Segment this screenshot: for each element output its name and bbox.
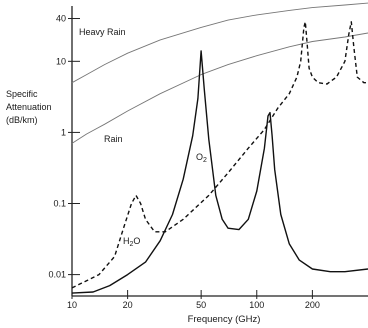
series-h2o xyxy=(71,21,368,289)
series-o2 xyxy=(71,50,368,294)
y-axis-label-line-2: Attenuation xyxy=(6,102,52,112)
series-rain xyxy=(71,32,368,144)
x-tick-label-50: 50 xyxy=(196,300,206,310)
axes-layer: 0.01 0.1 1 10 40 10 20 50 100 200 xyxy=(48,6,368,310)
x-tick-label-200: 200 xyxy=(305,300,320,310)
annotation-heavy-rain: Heavy Rain xyxy=(79,27,126,37)
y-tick-label-0.01: 0.01 xyxy=(48,270,66,280)
labels-layer: Specific Attenuation (dB/km) Frequency (… xyxy=(6,27,260,325)
x-tick-label-20: 20 xyxy=(123,300,133,310)
series-layer xyxy=(71,2,368,294)
annotation-rain: Rain xyxy=(104,134,123,144)
y-tick-label-0.1: 0.1 xyxy=(53,199,66,209)
annotation-h2o: H2O xyxy=(123,236,140,248)
x-tick-label-10: 10 xyxy=(67,300,77,310)
y-axis-label-line-1: Specific xyxy=(6,89,38,99)
series-heavy-rain xyxy=(71,2,368,84)
y-axis-label-line-3: (dB/km) xyxy=(6,115,38,125)
y-tick-label-1: 1 xyxy=(61,127,66,137)
x-tick-label-100: 100 xyxy=(249,300,264,310)
x-axis-label: Frequency (GHz) xyxy=(188,314,261,325)
annotation-o2: O2 xyxy=(196,152,207,164)
y-tick-label-10: 10 xyxy=(56,56,66,66)
y-tick-label-40: 40 xyxy=(56,14,66,24)
